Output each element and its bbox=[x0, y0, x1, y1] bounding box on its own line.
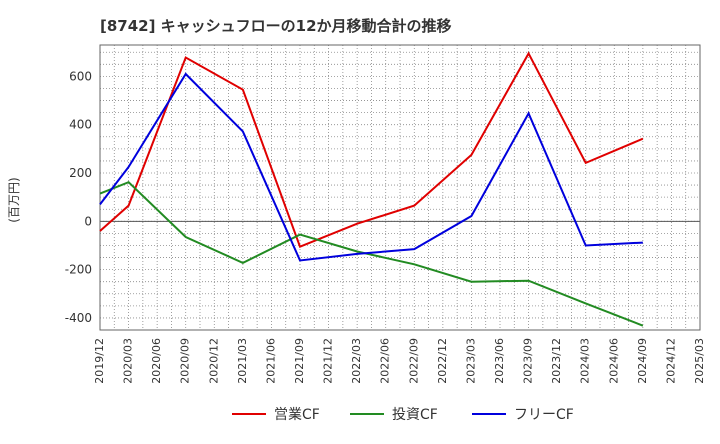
x-tick-label: 2021/12 bbox=[322, 338, 335, 384]
x-tick-label: 2021/03 bbox=[236, 338, 249, 384]
x-tick-label: 2019/12 bbox=[93, 338, 106, 384]
chart-title: [8742] キャッシュフローの12か月移動合計の推移 bbox=[100, 17, 452, 35]
x-tick-label: 2022/09 bbox=[407, 338, 420, 384]
y-tick-label: -200 bbox=[65, 263, 92, 277]
x-tick-label: 2022/12 bbox=[436, 338, 449, 384]
x-tick-label: 2020/12 bbox=[207, 338, 220, 384]
y-tick-label: 0 bbox=[84, 214, 92, 228]
x-tick-label: 2020/03 bbox=[122, 338, 135, 384]
x-tick-label: 2021/09 bbox=[293, 338, 306, 384]
y-tick-label: 400 bbox=[69, 118, 92, 132]
x-tick-label: 2023/12 bbox=[550, 338, 563, 384]
y-axis-label: (百万円) bbox=[7, 177, 21, 222]
y-tick-label: 600 bbox=[69, 69, 92, 83]
plot-border bbox=[99, 44, 701, 331]
series-line-0 bbox=[99, 51, 644, 248]
x-tick-label: 2023/06 bbox=[493, 338, 506, 384]
x-tick-label: 2025/03 bbox=[693, 338, 706, 384]
x-tick-label: 2023/03 bbox=[464, 338, 477, 384]
legend: 営業CF 投資CF フリーCF bbox=[232, 407, 574, 423]
x-tick-label: 2022/03 bbox=[350, 338, 363, 384]
plot-area: -400 -200 0 200 400 600 2019/12 2020/03 2020/06 2… bbox=[65, 44, 706, 384]
x-tick-label: 2023/09 bbox=[522, 338, 535, 384]
x-tick-label: 2022/06 bbox=[379, 338, 392, 384]
x-tick-label: 2020/06 bbox=[150, 338, 163, 384]
legend-label-1: 投資CF bbox=[392, 407, 438, 423]
legend-label-2: フリーCF bbox=[514, 407, 574, 423]
y-tick-label: -400 bbox=[65, 311, 92, 325]
x-tick-label: 2024/03 bbox=[579, 338, 592, 384]
x-tick-label: 2024/12 bbox=[664, 338, 677, 384]
x-tick-label: 2024/09 bbox=[636, 338, 649, 384]
x-tick-label: 2020/09 bbox=[179, 338, 192, 384]
x-tick-label: 2024/06 bbox=[607, 338, 620, 384]
legend-label-0: 営業CF bbox=[274, 407, 320, 423]
y-tick-label: 200 bbox=[69, 166, 92, 180]
series-line-1 bbox=[99, 181, 644, 327]
series-line-2 bbox=[99, 72, 643, 262]
x-tick-label: 2021/06 bbox=[264, 338, 277, 384]
